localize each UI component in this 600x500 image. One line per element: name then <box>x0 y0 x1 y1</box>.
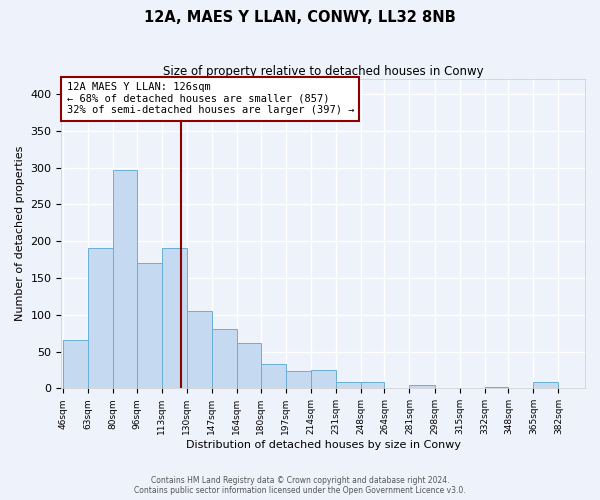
Y-axis label: Number of detached properties: Number of detached properties <box>15 146 25 322</box>
Text: 12A MAES Y LLAN: 126sqm
← 68% of detached houses are smaller (857)
32% of semi-d: 12A MAES Y LLAN: 126sqm ← 68% of detache… <box>67 82 354 116</box>
Bar <box>237 342 260 388</box>
Bar <box>63 340 88 388</box>
Bar <box>311 370 336 388</box>
Bar <box>361 382 385 388</box>
Title: Size of property relative to detached houses in Conwy: Size of property relative to detached ho… <box>163 65 484 78</box>
Bar <box>113 170 137 388</box>
Bar <box>533 382 559 388</box>
Bar <box>260 364 286 388</box>
Bar <box>286 372 311 388</box>
Text: 12A, MAES Y LLAN, CONWY, LL32 8NB: 12A, MAES Y LLAN, CONWY, LL32 8NB <box>144 10 456 25</box>
Bar <box>161 248 187 388</box>
Bar <box>485 387 508 388</box>
Bar <box>88 248 113 388</box>
Bar <box>187 311 212 388</box>
Bar <box>137 263 161 388</box>
X-axis label: Distribution of detached houses by size in Conwy: Distribution of detached houses by size … <box>186 440 461 450</box>
Bar <box>212 330 237 388</box>
Bar <box>409 384 434 388</box>
Text: Contains HM Land Registry data © Crown copyright and database right 2024.
Contai: Contains HM Land Registry data © Crown c… <box>134 476 466 495</box>
Bar <box>336 382 361 388</box>
